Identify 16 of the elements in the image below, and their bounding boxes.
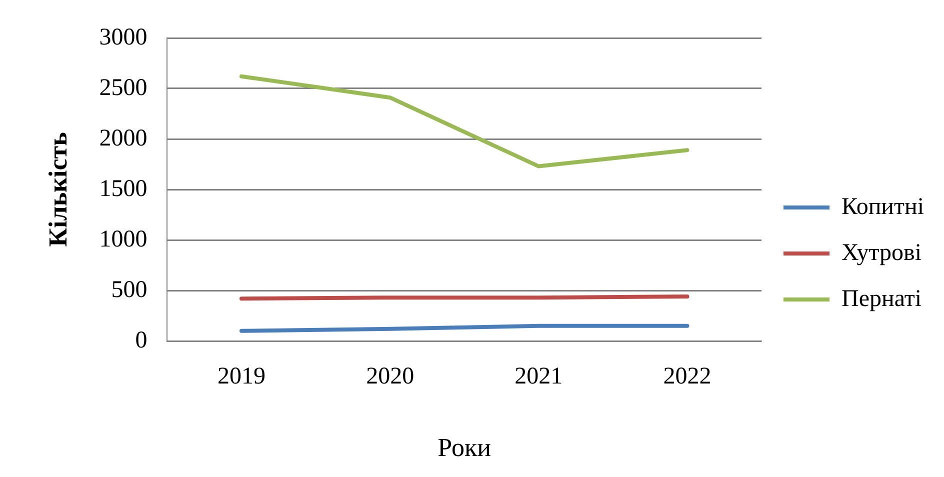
y-tick-label: 0 bbox=[135, 327, 148, 354]
legend-label: Копитні bbox=[842, 194, 924, 220]
x-tick-label: 2020 bbox=[366, 364, 414, 390]
y-tick-label: 1000 bbox=[99, 226, 148, 252]
x-tick-label: 2022 bbox=[663, 364, 712, 390]
x-axis-title: Роки bbox=[438, 433, 492, 462]
y-tick-label: 500 bbox=[111, 276, 148, 303]
y-tick-label: 2500 bbox=[99, 74, 148, 101]
y-axis-title: Кількість bbox=[43, 132, 72, 247]
y-tick-label: 3000 bbox=[99, 24, 148, 50]
x-tick-label: 2021 bbox=[514, 364, 563, 390]
y-tick-label: 2000 bbox=[99, 125, 148, 152]
y-tick-label: 1500 bbox=[99, 176, 148, 202]
x-tick-label: 2019 bbox=[217, 364, 266, 390]
legend-label: Хутрові bbox=[842, 240, 922, 266]
legend-label: Пернаті bbox=[842, 286, 922, 312]
